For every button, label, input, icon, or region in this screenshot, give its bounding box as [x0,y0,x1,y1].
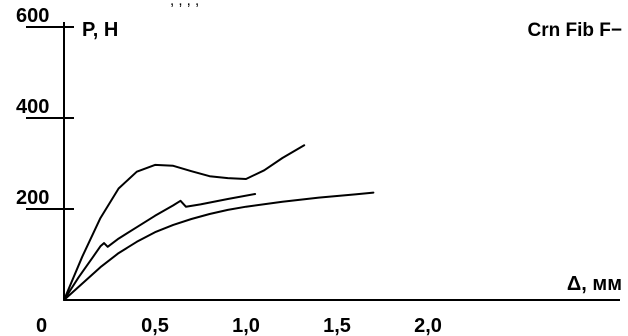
x-tick-label: 0,5 [141,315,169,336]
x-axis-label: Δ, мм [567,273,622,295]
ticks: 200 400 600 0,5 1,0 1,5 2,0 [16,5,442,336]
y-axis-label: P, H [82,19,118,41]
series-layer [63,144,375,301]
y-tick-label: 400 [16,96,49,118]
series-line-3 [63,191,375,301]
series-line-2 [63,193,257,301]
clipped-header-text: , , , , [170,0,199,9]
series-line-1 [63,144,306,301]
origin-label: 0 [36,315,47,336]
x-tick-label: 1,0 [232,315,260,336]
x-tick-label: 1,5 [323,315,351,336]
y-tick-label: 200 [16,187,49,209]
chart-title: Crn Fib F− [528,20,622,41]
axes [63,22,620,301]
x-tick-label: 2,0 [414,315,442,336]
y-tick-label: 600 [16,5,49,27]
